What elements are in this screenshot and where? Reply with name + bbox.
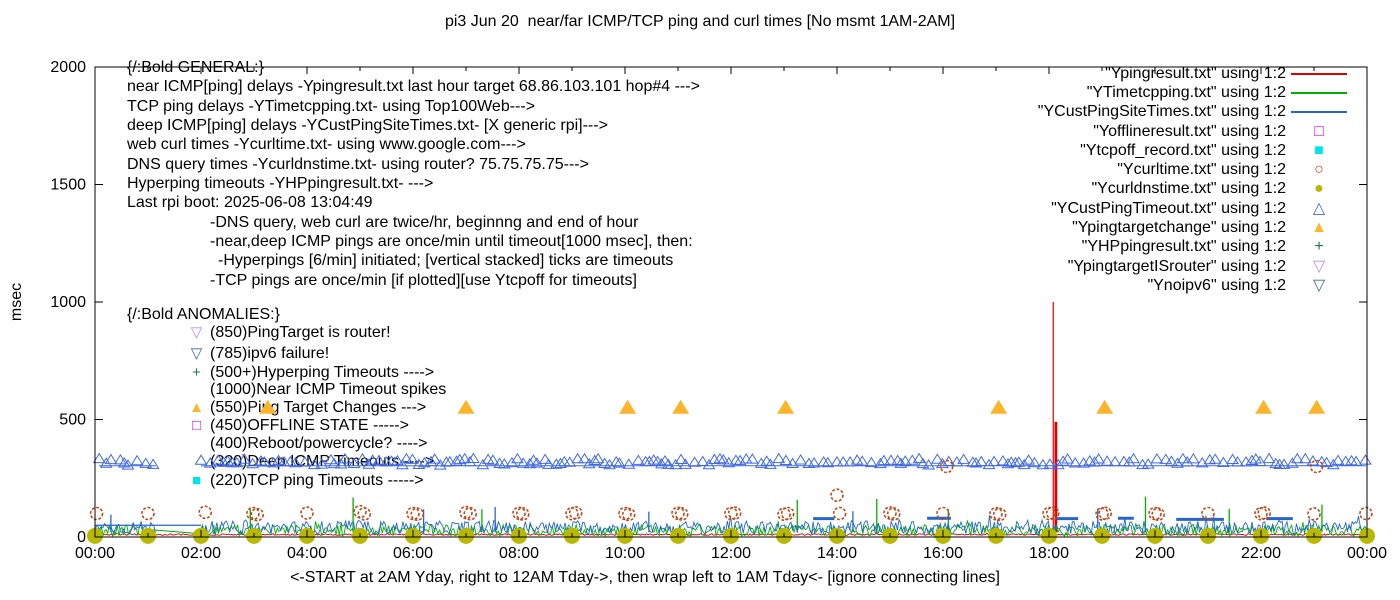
legend-row: "Ycurltime.txt" using 1:2 ○ <box>1038 160 1352 179</box>
y-tick-label: 500 <box>59 412 86 429</box>
triangle-filled-icon: ▲ <box>1311 219 1327 237</box>
legend-label: "Ycurldnstime.txt" using 1:2 <box>1091 180 1286 198</box>
general-line: -Hyperpings [6/min] initiated; [vertical… <box>218 252 674 269</box>
square-filled-icon: ■ <box>191 472 202 489</box>
legend-label: "YpingtargetISrouter" using 1:2 <box>1067 257 1286 275</box>
anomaly-row: ▽ (850)PingTarget is router! <box>183 323 391 342</box>
anomaly-text: (220)TCP ping Timeouts -----> <box>210 471 424 489</box>
legend-row: "YpingtargetISrouter" using 1:2 ▽ <box>1038 257 1352 276</box>
legend-row: "Ytcpoff_record.txt" using 1:2 ■ <box>1038 141 1352 160</box>
y-tick-label: 0 <box>77 529 86 546</box>
triangle-down-icon: ▽ <box>1312 257 1326 275</box>
x-tick-label: 08:00 <box>499 545 539 562</box>
blue-line-icon <box>1286 111 1352 114</box>
plus-icon: + <box>1314 238 1324 256</box>
anomaly-text: (850)PingTarget is router! <box>210 323 391 341</box>
y-axis-label: msec <box>8 282 25 322</box>
general-line: web curl times -Ycurltime.txt- using www… <box>127 136 526 153</box>
series-Ycurldnstime.txt <box>87 527 1375 544</box>
square-open-icon: □ <box>191 417 202 434</box>
anomaly-text: (450)OFFLINE STATE -----> <box>210 416 409 434</box>
triangle-down-icon: ▽ <box>190 345 203 362</box>
legend-row: "Ynoipv6" using 1:2 ▽ <box>1038 276 1352 295</box>
general-heading: {/:Bold GENERAL:} <box>127 59 264 76</box>
anomaly-row: ▽ (785)ipv6 failure! <box>183 344 329 363</box>
legend: "Ypingresult.txt" using 1:2 "YTimetcppin… <box>1038 64 1352 296</box>
anomaly-row: ▲ (550)Ping Target Changes ---> <box>183 398 426 417</box>
triangle-open-icon: △ <box>1312 199 1326 217</box>
general-line: Last rpi boot: 2025-06-08 13:04:49 <box>127 194 373 211</box>
x-tick-label: 12:00 <box>711 545 751 562</box>
triangle-down-icon: ▽ <box>1312 276 1326 294</box>
x-tick-label: 18:00 <box>1029 545 1069 562</box>
legend-label: "YHPpingresult.txt" using 1:2 <box>1081 238 1286 256</box>
y-tick-label: 1500 <box>50 177 86 194</box>
anomaly-row: (320)Deep ICMP Timeouts ----> <box>183 453 434 471</box>
general-line: deep ICMP[ping] delays -YCustPingSiteTim… <box>127 117 608 134</box>
anomaly-row: □ (450)OFFLINE STATE -----> <box>183 416 409 435</box>
x-tick-label: 10:00 <box>605 545 645 562</box>
general-line: TCP ping delays -YTimetcpping.txt- using… <box>127 98 536 115</box>
general-line: -TCP pings are once/min [if plotted][use… <box>210 272 637 289</box>
anomaly-text: (1000)Near ICMP Timeout spikes <box>210 381 447 398</box>
x-tick-label: 16:00 <box>923 545 963 562</box>
circle-open-icon: ○ <box>1314 161 1324 179</box>
y-tick-label: 1000 <box>50 294 86 311</box>
anomaly-text: (400)Reboot/powercycle? ----> <box>210 435 428 452</box>
anomaly-row: (1000)Near ICMP Timeout spikes <box>183 381 446 399</box>
x-tick-label: 20:00 <box>1135 545 1175 562</box>
x-tick-label: 22:00 <box>1241 545 1281 562</box>
legend-label: "Ycurltime.txt" using 1:2 <box>1117 161 1286 179</box>
general-line: near ICMP[ping] delays -Ypingresult.txt … <box>127 78 700 95</box>
x-tick-label: 00:00 <box>75 545 115 562</box>
anomalies-heading: {/:Bold ANOMALIES:} <box>127 306 280 323</box>
legend-row: "YHPpingresult.txt" using 1:2 + <box>1038 238 1352 257</box>
legend-row: "Ycurldnstime.txt" using 1:2 ● <box>1038 180 1352 199</box>
legend-label: "Ynoipv6" using 1:2 <box>1147 276 1286 294</box>
green-line-icon <box>1286 91 1352 94</box>
red-line-icon <box>1286 72 1352 75</box>
anomaly-text: (500+)Hyperping Timeouts ----> <box>210 363 435 381</box>
x-tick-label: 06:00 <box>393 545 433 562</box>
anomaly-text: (785)ipv6 failure! <box>210 344 330 362</box>
plus-icon: + <box>192 364 201 381</box>
legend-row: "Yofflineresult.txt" using 1:2 □ <box>1038 122 1352 141</box>
square-open-icon: □ <box>1314 122 1324 140</box>
legend-label: "YCustPingSiteTimes.txt" using 1:2 <box>1037 103 1286 121</box>
general-line: DNS query times -Ycurldnstime.txt- using… <box>127 156 589 173</box>
x-tick-label: 04:00 <box>287 545 327 562</box>
y-tick-label: 2000 <box>50 59 86 76</box>
square-filled-icon: ■ <box>1314 141 1324 159</box>
general-line: -DNS query, web curl are twice/hr, begin… <box>210 214 639 231</box>
circle-filled-icon: ● <box>1314 180 1324 198</box>
legend-label: "YCustPingTimeout.txt" using 1:2 <box>1051 199 1286 217</box>
legend-label: "YTimetcpping.txt" using 1:2 <box>1086 83 1286 101</box>
anomaly-row: ■ (220)TCP ping Timeouts -----> <box>183 471 424 490</box>
triangle-down-icon: ▽ <box>190 324 203 341</box>
anomaly-row: (400)Reboot/powercycle? ----> <box>183 435 427 453</box>
anomaly-text: (550)Ping Target Changes ---> <box>210 398 427 416</box>
legend-row: "YTimetcpping.txt" using 1:2 <box>1038 83 1352 102</box>
legend-label: "Ypingtargetchange" using 1:2 <box>1072 219 1286 237</box>
legend-row: "YCustPingTimeout.txt" using 1:2 △ <box>1038 199 1352 218</box>
x-axis-label: <-START at 2AM Yday, right to 12AM Tday-… <box>290 569 1000 586</box>
general-line: Hyperping timeouts -YHPpingresult.txt- -… <box>127 175 434 192</box>
legend-label: "Ytcpoff_record.txt" using 1:2 <box>1080 141 1286 159</box>
legend-row: "Ypingresult.txt" using 1:2 <box>1038 64 1352 83</box>
legend-label: "Yofflineresult.txt" using 1:2 <box>1093 122 1286 140</box>
series-YCustPingSiteTimes.txt <box>94 506 1367 536</box>
anomaly-text: (320)Deep ICMP Timeouts ----> <box>210 453 435 470</box>
triangle-up-icon: ▲ <box>189 399 204 416</box>
legend-row: "Ypingtargetchange" using 1:2 ▲ <box>1038 218 1352 237</box>
legend-row: "YCustPingSiteTimes.txt" using 1:2 <box>1038 103 1352 122</box>
series-YTimetcpping.txt <box>94 496 1367 538</box>
chart-title: pi3 Jun 20 near/far ICMP/TCP ping and cu… <box>444 13 956 30</box>
legend-label: "Ypingresult.txt" using 1:2 <box>1105 64 1286 82</box>
general-line: -near,deep ICMP pings are once/min until… <box>210 233 693 250</box>
x-tick-label: 02:00 <box>181 545 221 562</box>
x-tick-label: 00:00 <box>1347 545 1387 562</box>
anomaly-row: + (500+)Hyperping Timeouts ----> <box>183 363 434 382</box>
x-tick-label: 14:00 <box>817 545 857 562</box>
